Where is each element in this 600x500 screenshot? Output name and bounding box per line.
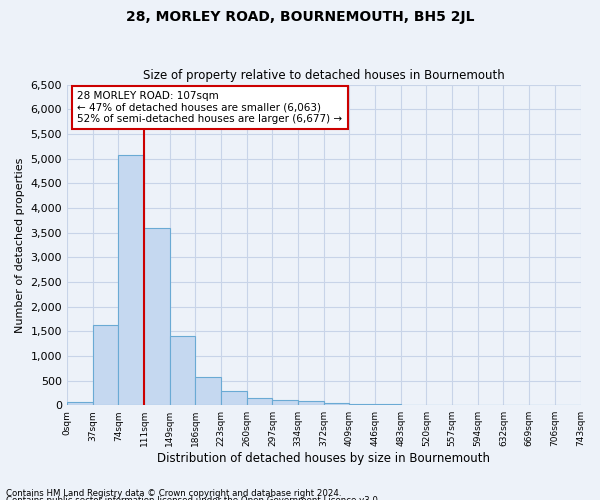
Bar: [144, 228, 170, 405]
Bar: [196, 376, 221, 405]
Text: Contains public sector information licensed under the Open Government Licence v3: Contains public sector information licen…: [6, 496, 380, 500]
Y-axis label: Number of detached properties: Number of detached properties: [15, 157, 25, 332]
Bar: [375, 404, 401, 405]
Text: 28 MORLEY ROAD: 107sqm
← 47% of detached houses are smaller (6,063)
52% of semi-: 28 MORLEY ROAD: 107sqm ← 47% of detached…: [77, 91, 343, 124]
Bar: [221, 391, 247, 405]
Bar: [324, 403, 349, 405]
Bar: [93, 326, 118, 405]
Bar: [170, 336, 196, 405]
Title: Size of property relative to detached houses in Bournemouth: Size of property relative to detached ho…: [143, 69, 505, 82]
Bar: [247, 398, 272, 405]
Bar: [298, 402, 324, 405]
Bar: [118, 154, 144, 405]
Bar: [67, 402, 93, 405]
Bar: [272, 400, 298, 405]
Text: Contains HM Land Registry data © Crown copyright and database right 2024.: Contains HM Land Registry data © Crown c…: [6, 488, 341, 498]
Bar: [349, 404, 375, 405]
Text: 28, MORLEY ROAD, BOURNEMOUTH, BH5 2JL: 28, MORLEY ROAD, BOURNEMOUTH, BH5 2JL: [126, 10, 474, 24]
X-axis label: Distribution of detached houses by size in Bournemouth: Distribution of detached houses by size …: [157, 452, 490, 465]
